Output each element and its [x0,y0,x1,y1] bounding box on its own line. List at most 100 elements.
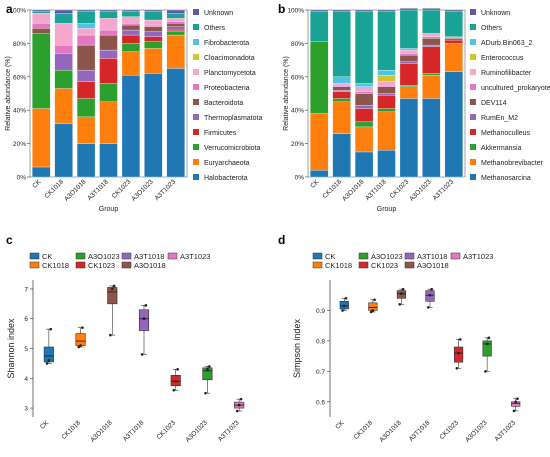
bar-segment-CK1018-thermoplasmatota [54,53,73,71]
data-point-A3O1018 [401,287,405,291]
data-point-A3O1018 [109,333,112,337]
bar-segment-A3O1023-akkermansia [422,73,441,76]
legend-label: CK1018 [325,261,352,270]
data-point-CK1018 [369,310,373,314]
bar-segment-A3O1018-proteobacteria [76,34,96,46]
legend-label: Euryarchaeota [204,160,250,167]
legend-swatch-halobacterota [193,174,199,180]
bar-segment-A3T1018-uncultured_prokaryote [377,85,396,87]
bar-segment-A3O1023-firmicutes [144,36,163,42]
data-point-A3O1023 [485,342,489,346]
panel-label-b: b [278,2,285,16]
legend-swatch-CK [29,252,40,260]
legend-label: CK1023 [88,261,115,270]
legend-swatch-A3T1023 [450,252,461,260]
x-tick-label: CK1023 [438,419,460,441]
bar-segment-CK1023-methanosarcina [399,98,419,178]
bar-segment-CK1018-unknown [332,9,351,12]
bar-segment-A3O1023-others [422,9,441,34]
bar-segment-A3T1018-unknown [99,9,118,12]
legend-label: A3T1023 [463,252,493,261]
legend-label: Verrucomicrobiota [204,145,261,152]
y-tick-label: 40% [291,108,304,115]
legend-label: A3O1023 [371,252,403,261]
bar-segment-A3O1018-halobacterota [76,143,96,178]
bar-segment-A3O1018-unknown [76,9,96,12]
bar-segment-A3O1018-unknown [354,9,374,12]
legend-swatch-cloacimonadota [193,54,199,60]
data-point-A3O1023 [204,391,207,395]
x-tick-label: CK1023 [156,419,178,441]
bar-segment-A3T1018-halobacterota [99,143,118,178]
legend-swatch-CK1018 [29,261,40,269]
x-tick-label: A3O1023 [184,419,209,444]
bar-segment-CK-unknown [32,9,51,12]
bar-segment-A3T1018-others [377,11,396,71]
bar-segment-A3O1023-halobacterota [144,73,163,178]
bar-segment-CK1018-verrucomicrobiota [54,69,73,89]
bar-segment-CK1023-uncultured_prokaryote [399,53,419,56]
bar-segment-CK-others [310,11,329,42]
legend-swatch-A3T1018 [404,252,415,260]
bar-segment-CK1018-dev114 [332,86,351,91]
x-tick-label: A3T1023 [432,178,456,202]
x-tick-label: A3O1018 [378,419,403,444]
x-tick-label: A3T1018 [364,178,388,202]
bar-segment-A3T1023-dev114 [444,38,463,41]
y-axis-label: Simpson index [292,318,302,378]
bar-segment-A3O1023-proteobacteria [144,24,163,27]
data-point-CK1023 [458,338,462,341]
y-axis-label: Shannon index [6,318,16,379]
legend-swatch-akkermansia [470,144,476,150]
bar-segment-A3O1023-ruminofilibacter [422,33,441,37]
data-point-CK [341,309,344,312]
x-tick-label: A3T1023 [494,419,518,443]
bar-segment-A3T1018-euryarchaeota [99,101,118,144]
legend-swatch-A3O1018 [404,261,415,269]
bar-segment-CK1023-others [399,9,419,49]
bar-segment-A3O1023-uncultured_prokaryote [422,36,441,39]
y-tick-label: 5 [24,346,28,353]
bar-segment-A3T1023-unknown [444,9,463,12]
data-point-CK1018 [81,326,84,329]
legend-swatch-fibrobacterota [193,39,199,45]
legend-label: Planctomycetota [204,70,256,77]
legend-label: Halobacterota [204,175,248,182]
bar-segment-A3T1023-planctomycetota [166,18,185,22]
data-point-A3T1018 [140,353,144,356]
data-point-CK [342,304,346,308]
bar-segment-A3T1018-planctomycetota [99,18,118,31]
bar-segment-A3O1023-methanobrevibacter [422,74,441,99]
data-point-CK1018 [373,298,376,302]
bar-segment-CK1023-unknown [121,9,141,12]
x-tick-label: A3T1018 [408,419,432,443]
bar-segment-A3O1018-uncultured_prokaryote [354,91,374,94]
panel-label-d: d [278,233,285,247]
y-tick-label: 0.8 [316,338,325,345]
data-point-A3O1023 [206,368,209,371]
bar-segment-A3T1023-others [166,13,185,19]
legend-label: Bacteroidota [204,100,243,107]
x-axis-label: Group [377,206,397,213]
y-tick-label: 0.9 [316,308,325,315]
panel-b-stacked-bar-chart: 0% 20% 40% 60% 80% 100% CK CK1018A3O1018A3T1018… [283,8,550,214]
legend-swatch-enterococcus [470,54,476,60]
legend-swatch-verrucomicrobiota [193,144,199,150]
bar-segment-CK-akkermansia [310,41,329,114]
bar-segment-A3T1023-bacteroidota [166,23,185,27]
bar-segment-A3T1023-ruminofilibacter [444,36,463,39]
data-point-A3T1018 [428,293,432,297]
y-tick-label: 100% [9,8,26,15]
bar-segment-A3O1023-unknown [422,8,441,11]
y-tick-label: 80% [291,41,304,48]
legend-label: Ruminofilibacter [481,70,532,77]
bar-segment-A3O1018-adurb.bin063_2 [354,83,374,87]
data-point-CK1023 [172,388,176,392]
legend-label: Cloacimonadota [204,55,255,62]
legend-label: Methanosarcina [481,175,531,182]
bar-segment-A3T1018-unknown [377,9,396,12]
x-tick-label: A3O1023 [464,419,489,444]
bar-segment-A3T1023-others [444,11,463,37]
x-tick-label: CK [309,178,321,190]
box-CK [43,346,54,363]
